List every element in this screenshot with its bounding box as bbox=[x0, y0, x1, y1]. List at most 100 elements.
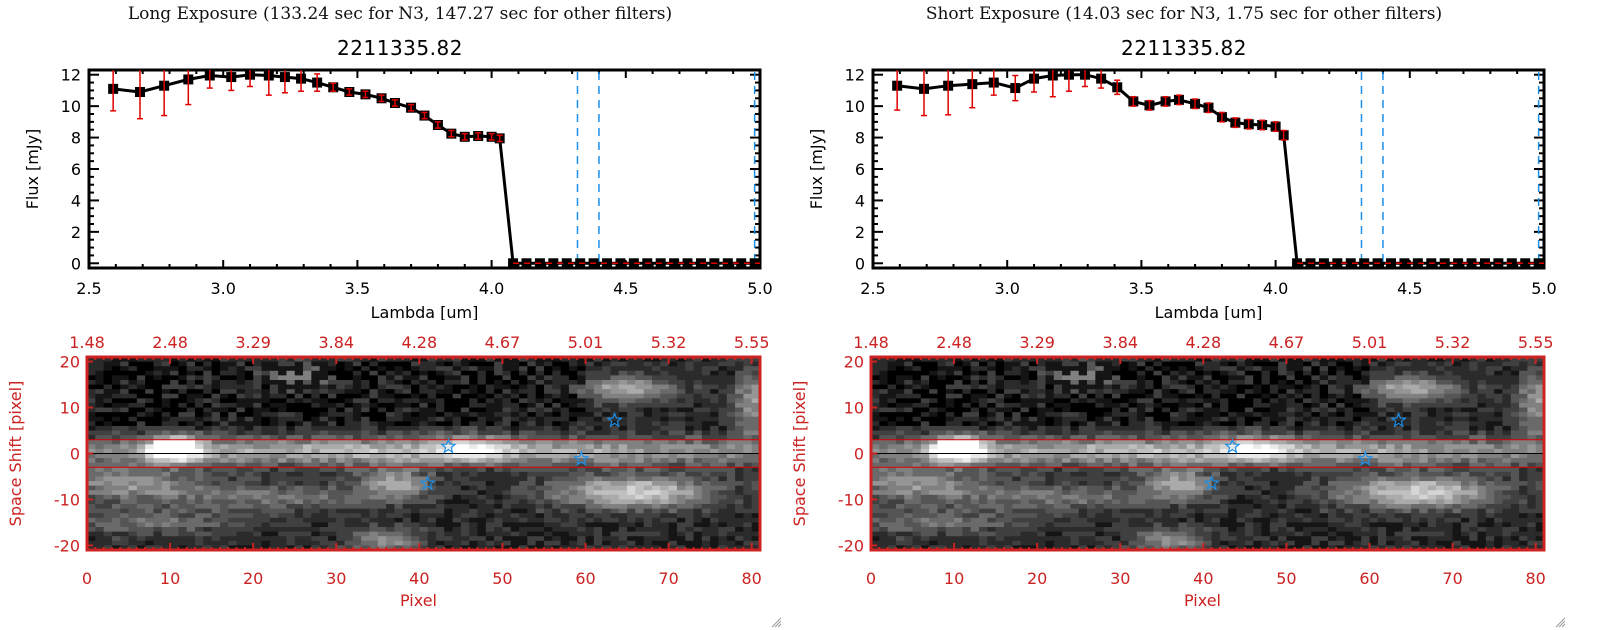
flux-line bbox=[897, 73, 1539, 265]
y-tick-label: 12 bbox=[845, 66, 865, 85]
x-tick-label: 70 bbox=[1442, 569, 1462, 588]
x-tick-label: 3.5 bbox=[345, 279, 370, 298]
x-tick-label: 4.5 bbox=[613, 279, 638, 298]
heatmap-cells bbox=[871, 357, 1545, 551]
x-tick-label: 40 bbox=[1193, 569, 1213, 588]
data-point bbox=[1466, 258, 1477, 269]
y-tick-label: -10 bbox=[838, 490, 864, 509]
x-tick-label: 0 bbox=[82, 569, 92, 588]
plot-frame bbox=[87, 68, 762, 270]
x-tick-label: 70 bbox=[658, 569, 678, 588]
data-point bbox=[1533, 258, 1544, 269]
x-axis-label: Lambda [um] bbox=[371, 303, 479, 320]
resize-grip-icon[interactable] bbox=[770, 616, 782, 628]
x-tick-label: 2.5 bbox=[76, 279, 101, 298]
x-tick-label: 3.0 bbox=[994, 279, 1019, 298]
data-point bbox=[682, 258, 693, 269]
y-tick-label: 6 bbox=[71, 160, 81, 179]
x-tick-label: 5.0 bbox=[747, 279, 772, 298]
wavelength-tick-label: 5.55 bbox=[734, 333, 770, 352]
wavelength-tick-label: 4.28 bbox=[1186, 333, 1222, 352]
x-tick-label: 50 bbox=[492, 569, 512, 588]
x-tick-label: 5.0 bbox=[1531, 279, 1556, 298]
data-point bbox=[1332, 258, 1343, 269]
wavelength-tick-label: 5.01 bbox=[1352, 333, 1388, 352]
y-tick-label: 10 bbox=[844, 399, 864, 418]
plot-frame bbox=[871, 68, 1546, 270]
data-point bbox=[628, 258, 639, 269]
y-tick-label: 20 bbox=[60, 353, 80, 372]
wavelength-tick-label: 5.32 bbox=[1435, 333, 1471, 352]
y-tick-label: 10 bbox=[845, 97, 865, 116]
wavelength-tick-label: 1.48 bbox=[69, 333, 105, 352]
spectrum-plot: 2.5 3.0 3.5 4.0 4.5 5.0 0 2 4 6 8 10 12 Lambda [um] Fl… bbox=[807, 66, 1557, 320]
data-point bbox=[1399, 258, 1410, 269]
x-tick-label: 50 bbox=[1276, 569, 1296, 588]
source-star-icon bbox=[606, 411, 623, 428]
x-tick-label: 80 bbox=[1526, 569, 1546, 588]
y-axis-label: Space Shift [pixel] bbox=[6, 381, 25, 527]
wavelength-tick-label: 3.84 bbox=[1102, 333, 1138, 352]
source-star-icon bbox=[1390, 411, 1407, 428]
data-point bbox=[736, 258, 747, 269]
x-tick-label: 2.5 bbox=[860, 279, 885, 298]
wavelength-tick-label: 5.32 bbox=[651, 333, 687, 352]
short-exposure-panel: Short Exposure (14.03 sec for N3, 1.75 s… bbox=[784, 0, 1584, 630]
y-tick-label: 4 bbox=[71, 191, 81, 210]
x-tick-label: 3.5 bbox=[1129, 279, 1154, 298]
spectrum-plot: 2.5 3.0 3.5 4.0 4.5 5.0 0 2 4 6 8 10 12 Lambda [um] Fl… bbox=[23, 66, 773, 320]
long-exposure-panel: Long Exposure (133.24 sec for N3, 147.27… bbox=[6, 4, 782, 628]
x-tick-label: 3.0 bbox=[210, 279, 235, 298]
heatmap-cells bbox=[87, 357, 761, 551]
source-star-icon bbox=[573, 450, 590, 467]
data-point bbox=[615, 258, 626, 269]
y-tick-label: 12 bbox=[61, 66, 81, 85]
y-tick-label: 10 bbox=[61, 97, 81, 116]
wavelength-tick-label: 3.29 bbox=[1019, 333, 1055, 352]
data-point bbox=[561, 258, 572, 269]
data-point bbox=[669, 258, 680, 269]
y-tick-label: 8 bbox=[855, 129, 865, 148]
y-tick-label: 0 bbox=[855, 254, 865, 273]
x-axis-label: Lambda [um] bbox=[1155, 303, 1263, 320]
wavelength-tick-label: 4.67 bbox=[1269, 333, 1305, 352]
x-tick-label: 30 bbox=[1110, 569, 1130, 588]
wavelength-tick-label: 5.01 bbox=[568, 333, 604, 352]
y-axis-label: Flux [mJy] bbox=[807, 129, 826, 210]
exposure-title: Long Exposure (133.24 sec for N3, 147.27… bbox=[127, 4, 673, 24]
y-tick-label: -10 bbox=[54, 490, 80, 509]
spectrum-title: 2211335.82 bbox=[337, 36, 463, 60]
x-axis-label: Pixel bbox=[400, 591, 437, 610]
wavelength-tick-label: 4.67 bbox=[485, 333, 521, 352]
data-point bbox=[749, 258, 760, 269]
x-tick-label: 30 bbox=[326, 569, 346, 588]
wavelength-tick-label: 3.29 bbox=[235, 333, 271, 352]
source-star-icon bbox=[1203, 474, 1220, 491]
wavelength-tick-label: 2.48 bbox=[936, 333, 972, 352]
data-point bbox=[1453, 258, 1464, 269]
x-tick-label: 80 bbox=[742, 569, 762, 588]
y-tick-label: 20 bbox=[844, 353, 864, 372]
data-point bbox=[1345, 258, 1356, 269]
y-tick-label: 4 bbox=[855, 191, 865, 210]
source-star-icon bbox=[440, 437, 457, 454]
spectral-image-map: 0 1.48 10 2.48 20 3.29 30 3.84 40 4.28 50 4.67 60 5.0… bbox=[6, 333, 770, 610]
x-tick-label: 40 bbox=[409, 569, 429, 588]
x-tick-label: 60 bbox=[1359, 569, 1379, 588]
source-star-icon bbox=[1224, 437, 1241, 454]
y-tick-label: 0 bbox=[71, 254, 81, 273]
x-tick-label: 4.0 bbox=[1263, 279, 1288, 298]
spectral-image-map: 0 1.48 10 2.48 20 3.29 30 3.84 40 4.28 50 4.67 60 5.0… bbox=[790, 333, 1554, 610]
source-star-icon bbox=[419, 474, 436, 491]
x-tick-label: 20 bbox=[243, 569, 263, 588]
y-tick-label: 0 bbox=[70, 445, 80, 464]
wavelength-tick-label: 4.28 bbox=[402, 333, 438, 352]
resize-grip-icon[interactable] bbox=[1554, 616, 1566, 628]
x-axis-label: Pixel bbox=[1184, 591, 1221, 610]
exposure-title: Short Exposure (14.03 sec for N3, 1.75 s… bbox=[925, 4, 1443, 24]
y-axis-label: Space Shift [pixel] bbox=[790, 381, 809, 527]
data-point bbox=[1520, 258, 1531, 269]
wavelength-tick-label: 3.84 bbox=[318, 333, 354, 352]
y-tick-label: -20 bbox=[54, 536, 80, 555]
y-tick-label: 2 bbox=[71, 223, 81, 242]
